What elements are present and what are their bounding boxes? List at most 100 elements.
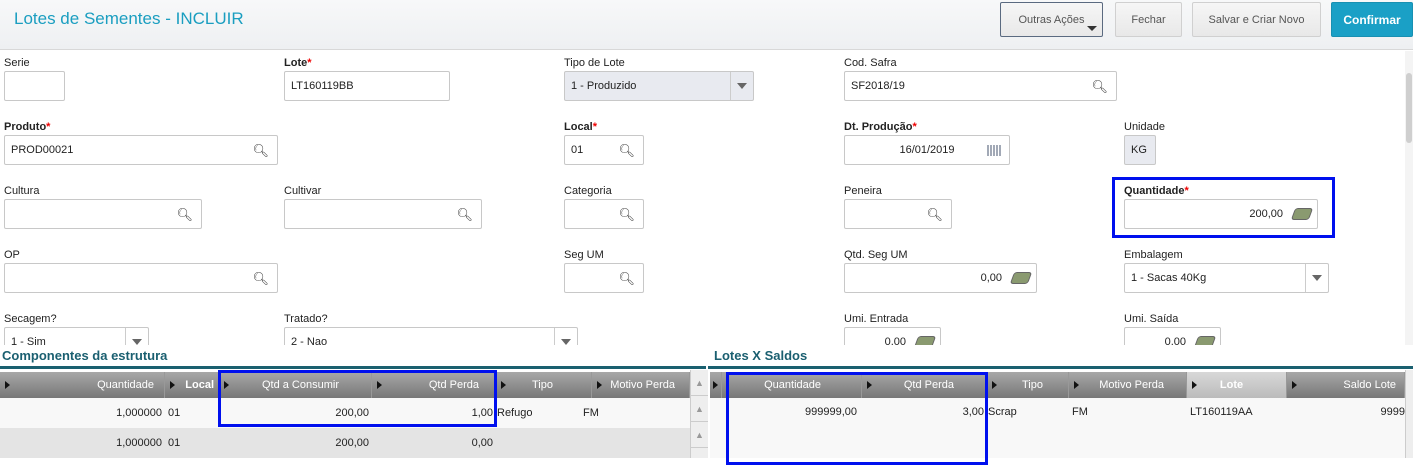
dt-producao-label: Dt. Produção* (844, 121, 917, 133)
cod-safra-value: SF2018/19 (851, 80, 905, 92)
section-divider (0, 366, 706, 369)
produto-value: PROD00021 (11, 144, 74, 156)
close-button[interactable]: Fechar (1115, 2, 1182, 37)
lote-label: Lote* (284, 57, 312, 69)
qtd-seg-um-input[interactable]: 0,00 (844, 263, 1037, 293)
secagem-select[interactable]: 1 - Sim (4, 327, 149, 345)
lotes-saldos-header: Quantidade Qtd Perda Tipo Motivo Perda L… (710, 372, 1405, 398)
form-scrollbar[interactable] (1405, 51, 1413, 345)
col-motivo-perda[interactable]: Motivo Perda (592, 372, 690, 398)
col-quantidade[interactable]: Quantidade (0, 372, 165, 398)
search-icon[interactable]: 🔍︎ (456, 207, 473, 222)
componentes-header: Quantidade Local Qtd a Consumir Qtd Perd… (0, 372, 690, 398)
table-row[interactable]: 1,000000 01 200,00 1,00 Refugo FM (0, 398, 690, 428)
col-qtd-perda[interactable]: Qtd Perda (372, 372, 496, 398)
categoria-input[interactable]: 🔍︎ (564, 199, 644, 229)
seg-um-label: Seg UM (564, 249, 604, 261)
op-input[interactable]: 🔍︎ (4, 263, 278, 293)
form-area: Serie Lote* LT160119BB Tipo de Lote 1 - … (0, 51, 1413, 345)
search-icon[interactable]: 🔍︎ (176, 207, 193, 222)
section-divider (708, 366, 1413, 369)
lote-input[interactable]: LT160119BB (284, 71, 450, 101)
produto-label: Produto* (4, 121, 51, 133)
grid-scrollbar[interactable]: ▲ ▲ ▲ (690, 370, 708, 458)
secagem-label: Secagem? (4, 313, 57, 325)
calculator-icon[interactable] (1193, 336, 1217, 345)
col-qtd-perda[interactable]: Qtd Perda (862, 372, 987, 398)
col-lote[interactable]: Lote (1187, 372, 1287, 398)
embalagem-select[interactable]: 1 - Sacas 40Kg (1124, 263, 1329, 293)
umi-saida-input[interactable]: 0,00 (1124, 327, 1221, 345)
search-icon[interactable]: 🔍︎ (618, 271, 635, 286)
highlight-box (1112, 177, 1335, 238)
search-icon[interactable]: 🔍︎ (618, 207, 635, 222)
col-motivo-perda[interactable]: Motivo Perda (1069, 372, 1187, 398)
header-bar: Lotes de Sementes - INCLUIR Outras Ações… (0, 0, 1413, 50)
cod-safra-label: Cod. Safra (844, 57, 897, 69)
row-selector-header (710, 372, 722, 398)
serie-input[interactable] (4, 71, 65, 101)
calculator-icon[interactable] (913, 336, 937, 345)
local-value: 01 (571, 144, 584, 156)
tratado-select[interactable]: 2 - Nao (284, 327, 578, 345)
col-tipo[interactable]: Tipo (496, 372, 592, 398)
produto-input[interactable]: PROD00021 🔍︎ (4, 135, 278, 165)
dropdown-arrow-icon[interactable] (730, 72, 753, 100)
componentes-title: Componentes da estrutura (2, 348, 168, 363)
dropdown-arrow-icon[interactable] (125, 328, 148, 345)
quantidade-input[interactable]: 200,00 (1124, 199, 1318, 229)
search-icon[interactable]: 🔍︎ (252, 271, 269, 286)
unidade-label: Unidade (1124, 121, 1165, 133)
confirm-button[interactable]: Confirmar (1331, 2, 1413, 37)
tipo-lote-value: 1 - Produzido (571, 80, 637, 92)
categoria-label: Categoria (564, 185, 612, 197)
cultura-input[interactable]: 🔍︎ (4, 199, 202, 229)
cultivar-input[interactable]: 🔍︎ (284, 199, 482, 229)
search-icon[interactable]: 🔍︎ (618, 143, 635, 158)
calendar-icon[interactable] (987, 145, 1001, 156)
other-actions-button[interactable]: Outras Ações (1000, 2, 1103, 37)
local-input[interactable]: 01 🔍︎ (564, 135, 644, 165)
calculator-icon[interactable] (1009, 272, 1033, 284)
grid-scrollbar[interactable] (1405, 370, 1413, 458)
tratado-label: Tratado? (284, 313, 328, 325)
peneira-label: Peneira (844, 185, 882, 197)
col-tipo[interactable]: Tipo (987, 372, 1069, 398)
cultivar-label: Cultivar (284, 185, 322, 197)
dropdown-arrow-icon[interactable] (1305, 264, 1328, 292)
unidade-input: KG (1124, 135, 1156, 165)
other-actions-label: Outras Ações (1018, 13, 1085, 26)
quantidade-label: Quantidade* (1124, 185, 1189, 197)
highlight-box (218, 370, 497, 427)
quantidade-value: 200,00 (1249, 208, 1283, 220)
dropdown-arrow-icon[interactable] (554, 328, 577, 345)
embalagem-label: Embalagem (1124, 249, 1183, 261)
col-saldo-lote[interactable]: Saldo Lote (1287, 372, 1405, 398)
search-icon[interactable]: 🔍︎ (926, 207, 943, 222)
dt-producao-value: 16/01/2019 (899, 144, 955, 156)
local-label: Local* (564, 121, 598, 133)
seg-um-input[interactable]: 🔍︎ (564, 263, 644, 293)
tipo-lote-label: Tipo de Lote (564, 57, 625, 69)
page-title: Lotes de Sementes - INCLUIR (14, 9, 244, 28)
dt-producao-input[interactable]: 16/01/2019 (844, 135, 1010, 165)
table-row[interactable]: 1,000000 01 200,00 0,00 (0, 428, 690, 458)
umi-saida-label: Umi. Saída (1124, 313, 1179, 325)
table-row[interactable]: 999999,00 3,00 Scrap FM LT160119AA 9999 (710, 398, 1405, 458)
lotes-saldos-title: Lotes X Saldos (714, 348, 808, 363)
col-qtd-consumir[interactable]: Qtd a Consumir (219, 372, 372, 398)
col-local[interactable]: Local (165, 372, 219, 398)
umi-entrada-label: Umi. Entrada (844, 313, 909, 325)
search-icon[interactable]: 🔍︎ (252, 143, 269, 158)
tipo-lote-select[interactable]: 1 - Produzido (564, 71, 754, 101)
cod-safra-input[interactable]: SF2018/19 🔍︎ (844, 71, 1117, 101)
qtd-seg-um-label: Qtd. Seg UM (844, 249, 908, 261)
search-icon[interactable]: 🔍︎ (1091, 79, 1108, 94)
col-quantidade[interactable]: Quantidade (722, 372, 862, 398)
chevron-down-icon (1087, 26, 1097, 31)
peneira-input[interactable]: 🔍︎ (844, 199, 952, 229)
op-label: OP (4, 249, 20, 261)
save-and-new-button[interactable]: Salvar e Criar Novo (1192, 2, 1321, 37)
umi-entrada-input[interactable]: 0,00 (844, 327, 941, 345)
serie-label: Serie (4, 57, 30, 69)
